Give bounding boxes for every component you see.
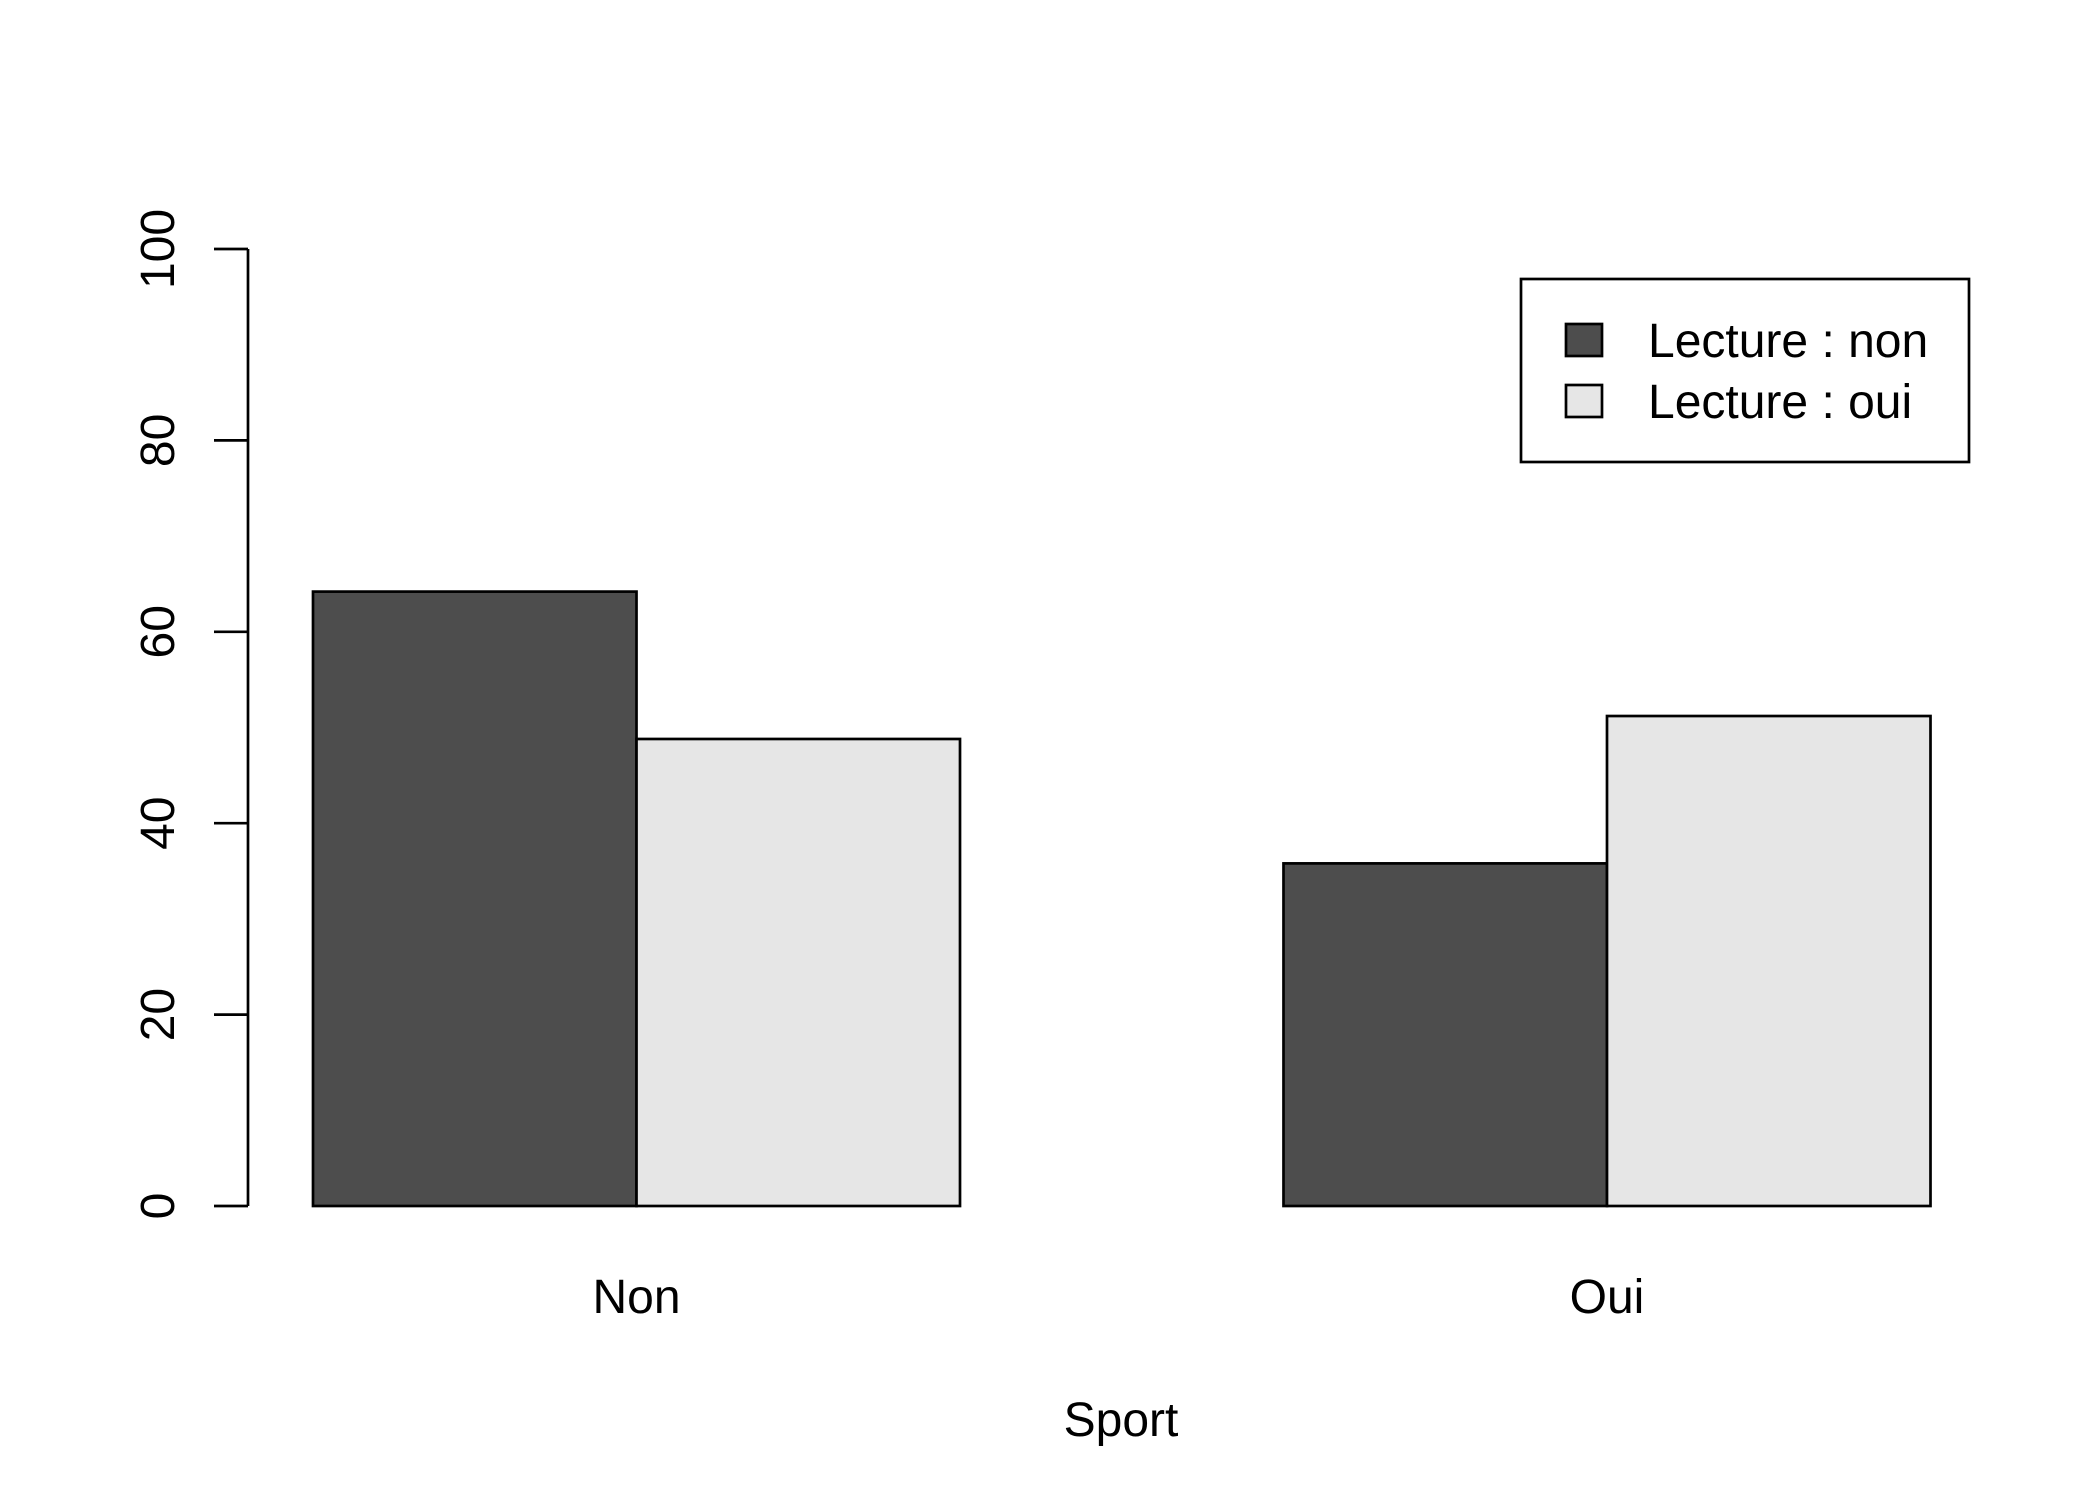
y-tick-label-0: 0 (132, 1193, 185, 1220)
x-category-label-oui: Oui (1570, 1271, 1645, 1324)
y-tick-label-20: 20 (132, 988, 185, 1041)
legend-label-series-2: Lecture : oui (1648, 376, 1912, 429)
y-axis: 0 20 40 60 80 100 (132, 209, 250, 1219)
x-axis-title: Sport (1064, 1394, 1179, 1447)
y-tick-label-60: 60 (132, 605, 185, 658)
bar-non-series-2 (635, 737, 962, 1208)
x-category-label-non: Non (592, 1271, 680, 1324)
bars (311, 590, 1932, 1208)
legend-swatch-series-2 (1564, 383, 1604, 419)
bar-oui-series-2 (1605, 714, 1932, 1208)
bar-oui-series-1 (1282, 862, 1609, 1208)
y-tick-label-100: 100 (132, 209, 185, 289)
y-tick-label-40: 40 (132, 797, 185, 850)
legend-label-series-1: Lecture : non (1648, 315, 1928, 368)
plot-area: 0 20 40 60 80 100 Non Oui Sport (132, 209, 1932, 1447)
x-category-labels: Non Oui (592, 1271, 1644, 1324)
y-tick-label-80: 80 (132, 414, 185, 467)
legend: Lecture : non Lecture : oui (1519, 277, 1971, 464)
bar-non-series-1 (311, 590, 638, 1208)
y-ticks: 0 20 40 60 80 100 (132, 209, 248, 1219)
legend-items: Lecture : non Lecture : oui (1564, 315, 1928, 429)
legend-swatch-series-1 (1564, 322, 1604, 358)
legend-box (1519, 277, 1971, 464)
